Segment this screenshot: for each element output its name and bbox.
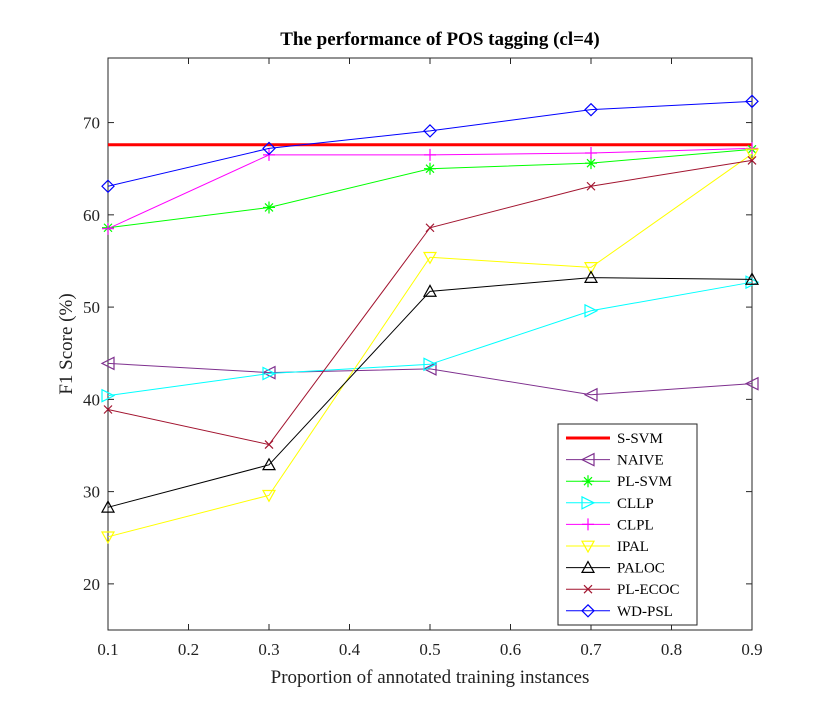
legend-label: WD-PSL: [617, 604, 673, 620]
legend-swatch-marker: [580, 452, 595, 467]
series-line-cllp: [107, 281, 753, 397]
legend-label: S-SVM: [617, 431, 663, 447]
data-point-clpl: [424, 148, 436, 161]
data-point-clpl: [746, 142, 758, 155]
data-point-wd-psl: [262, 141, 276, 156]
legend-label: CLPL: [617, 517, 654, 533]
legend-item-pl-svm: PL-SVM: [566, 474, 672, 490]
legend-swatch-marker: [582, 518, 594, 531]
series-line-paloc: [107, 277, 753, 508]
legend: S-SVM NAIVE PL-SVM CLLP CLPL IPAL PALOC PL-ECOC…: [557, 423, 698, 626]
data-point-pl-ecoc: [103, 405, 113, 414]
series-layer: [100, 94, 760, 545]
y-axis: 20 30 40 50 60 70: [83, 114, 752, 594]
data-point-pl-ecoc: [425, 223, 435, 233]
chart-title: The performance of POS tagging (cl=4): [280, 29, 600, 50]
legend-item-cllp: CLLP: [566, 496, 654, 512]
y-tick-label: 40: [83, 390, 100, 409]
data-point-wd-psl: [584, 102, 598, 117]
y-axis-label: F1 Score (%): [56, 293, 77, 394]
legend-swatch-marker: [581, 495, 596, 510]
legend-label: NAIVE: [617, 453, 664, 469]
legend-label: CLLP: [617, 496, 654, 512]
legend-swatch-marker: [581, 603, 595, 618]
series-line-naive: [107, 362, 753, 396]
data-point-ipal: [261, 489, 277, 503]
series-pl-ecoc: [103, 155, 757, 449]
x-tick-label: 0.2: [178, 640, 199, 659]
data-point-wd-psl: [423, 124, 437, 138]
legend-item-pl-ecoc: PL-ECOC: [566, 582, 680, 598]
data-point-naive: [100, 356, 115, 371]
legend-item-wd-psl: WD-PSL: [566, 604, 673, 620]
x-axis: 0.1 0.2 0.3 0.4 0.5 0.6 0.7 0.8 0.9: [97, 58, 763, 659]
x-tick-label: 0.1: [97, 640, 118, 659]
legend-swatch-marker: [583, 584, 593, 594]
data-point-naive: [261, 365, 276, 380]
legend-label: PL-SVM: [617, 474, 672, 490]
data-point-naive: [422, 361, 437, 376]
series-naive: [100, 356, 759, 402]
y-tick-label: 50: [83, 298, 100, 317]
legend-item-s-svm: S-SVM: [566, 431, 663, 447]
data-point-paloc: [100, 500, 116, 513]
series-ipal: [100, 148, 760, 545]
y-tick-label: 60: [83, 206, 100, 225]
legend-item-clpl: CLPL: [566, 517, 654, 533]
data-point-ipal: [100, 531, 116, 545]
data-point-wd-psl: [745, 94, 759, 109]
y-tick-label: 30: [83, 483, 100, 502]
x-tick-label: 0.7: [580, 640, 602, 659]
legend-label: IPAL: [617, 539, 649, 555]
y-tick-label: 70: [83, 114, 100, 133]
data-point-pl-ecoc: [586, 181, 596, 191]
data-point-clpl: [585, 147, 597, 160]
legend-swatch-marker: [580, 540, 596, 554]
data-point-paloc: [422, 284, 438, 297]
x-tick-label: 0.5: [419, 640, 440, 659]
data-point-naive: [583, 387, 598, 402]
legend-swatch-marker: [580, 560, 596, 574]
data-point-paloc: [261, 457, 277, 471]
data-point-pl-svm: [424, 162, 436, 175]
data-point-pl-ecoc: [747, 155, 757, 165]
legend-item-paloc: PALOC: [566, 560, 665, 577]
series-line-ipal: [107, 153, 753, 538]
data-point-cllp: [101, 388, 116, 403]
data-point-cllp: [423, 357, 438, 372]
data-point-wd-psl: [101, 179, 115, 194]
legend-item-naive: NAIVE: [566, 453, 664, 469]
series-paloc: [100, 270, 760, 513]
data-point-ipal: [744, 148, 760, 162]
legend-label: PALOC: [617, 561, 665, 577]
x-tick-label: 0.6: [500, 640, 521, 659]
data-point-clpl: [102, 222, 114, 235]
x-tick-label: 0.3: [258, 640, 279, 659]
data-point-pl-ecoc: [264, 440, 274, 449]
y-tick-label: 20: [83, 575, 100, 594]
x-tick-label: 0.4: [339, 640, 361, 659]
legend-swatch-marker: [582, 475, 594, 488]
data-point-cllp: [584, 303, 599, 318]
data-point-paloc: [583, 270, 599, 283]
data-point-cllp: [262, 366, 277, 381]
series-wd-psl: [101, 94, 759, 194]
x-tick-label: 0.8: [661, 640, 682, 659]
data-point-paloc: [744, 272, 760, 285]
data-point-ipal: [583, 262, 599, 275]
data-point-naive: [744, 376, 759, 391]
data-point-ipal: [422, 251, 438, 265]
legend-label: PL-ECOC: [617, 582, 680, 598]
x-axis-label: Proportion of annotated training instanc…: [271, 667, 590, 688]
x-tick-label: 0.9: [741, 640, 762, 659]
series-line-wd-psl: [107, 100, 753, 187]
legend-item-ipal: IPAL: [566, 539, 649, 555]
data-point-pl-svm: [263, 201, 275, 214]
data-point-pl-svm: [585, 157, 597, 170]
